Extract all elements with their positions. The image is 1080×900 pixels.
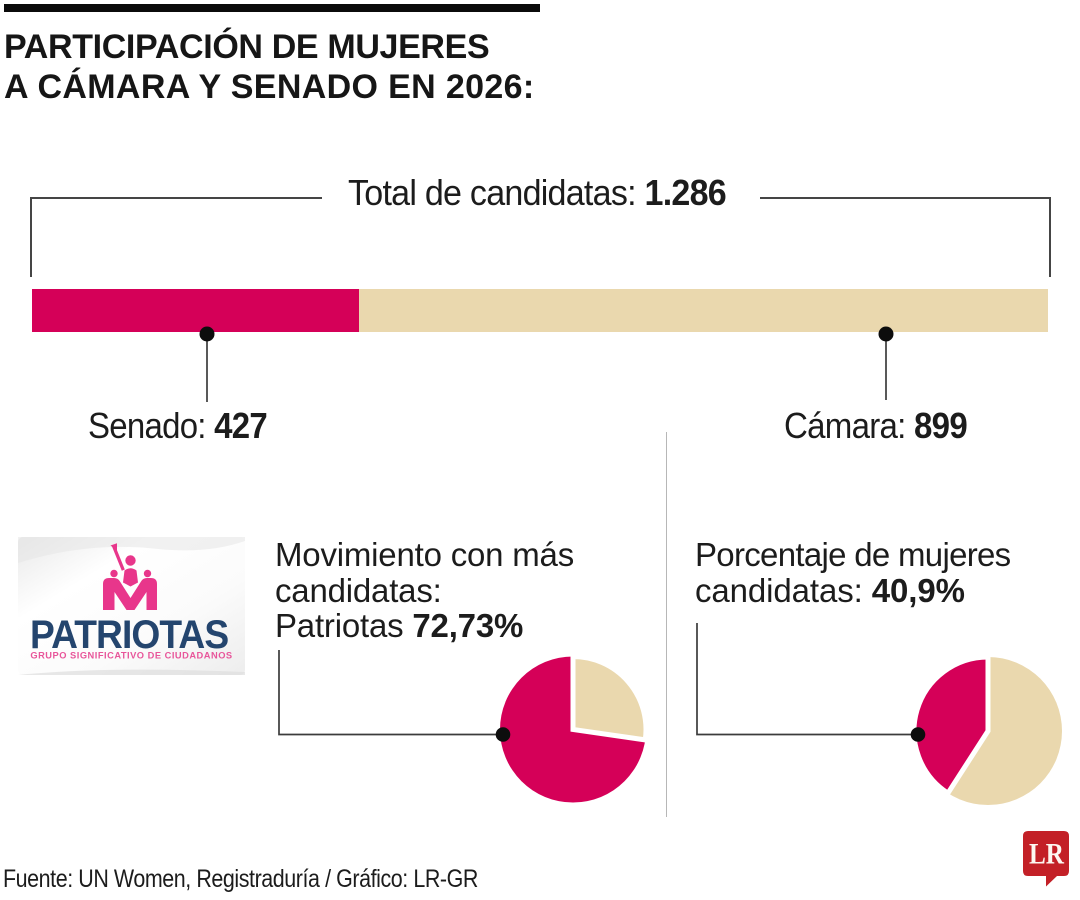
svg-text:GRUPO SIGNIFICATIVO DE CIUDADA: GRUPO SIGNIFICATIVO DE CIUDADANOS <box>30 651 232 661</box>
svg-text:LR: LR <box>1029 838 1064 871</box>
svg-text:PATRIOTAS: PATRIOTAS <box>30 613 228 658</box>
